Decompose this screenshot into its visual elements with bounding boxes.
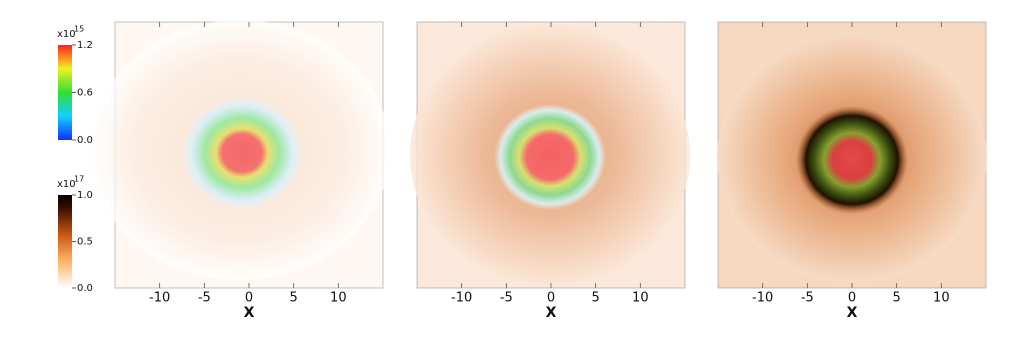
x-tick-label: -10 <box>752 291 773 306</box>
panel-2 <box>410 21 690 289</box>
panel-1 <box>90 20 390 289</box>
colorbar-multiplier: x10 <box>57 29 76 40</box>
x-tick-label: 0 <box>547 291 555 306</box>
panel-3 <box>717 21 987 289</box>
x-axis-label: X <box>546 305 557 321</box>
colorbar-tick-label: 0.5 <box>77 237 93 248</box>
x-tick-label: -5 <box>500 291 513 306</box>
x-tick-label: -5 <box>801 291 814 306</box>
colorbar-multiplier: x10 <box>57 179 76 190</box>
x-tick-label: -10 <box>451 291 472 306</box>
colorbar-tick-label: 1.0 <box>77 190 93 201</box>
x-tick-label: 10 <box>330 291 347 306</box>
x-tick-label: 5 <box>893 291 901 306</box>
x-axis-label: X <box>244 305 255 321</box>
colorbar-tick-label: 0.6 <box>77 88 93 99</box>
x-tick-label: 5 <box>290 291 298 306</box>
x-tick-label: 0 <box>848 291 856 306</box>
x-axis-label: X <box>847 305 858 321</box>
x-tick-label: 10 <box>632 291 649 306</box>
colorbar-exponent: 17 <box>74 175 84 184</box>
x-tick-label: 0 <box>245 291 253 306</box>
colorbar-tick-label: 0.0 <box>77 135 93 146</box>
x-tick-label: 10 <box>933 291 950 306</box>
x-tick-label: -10 <box>149 291 170 306</box>
x-tick-label: 5 <box>592 291 600 306</box>
colorbar-1 <box>58 45 72 140</box>
colorbar-2 <box>58 195 72 288</box>
colorbar-tick-label: 0.0 <box>77 283 93 294</box>
x-tick-label: -5 <box>198 291 211 306</box>
colorbar-tick-label: 1.2 <box>77 40 93 51</box>
colorbar-exponent: 15 <box>74 25 84 34</box>
